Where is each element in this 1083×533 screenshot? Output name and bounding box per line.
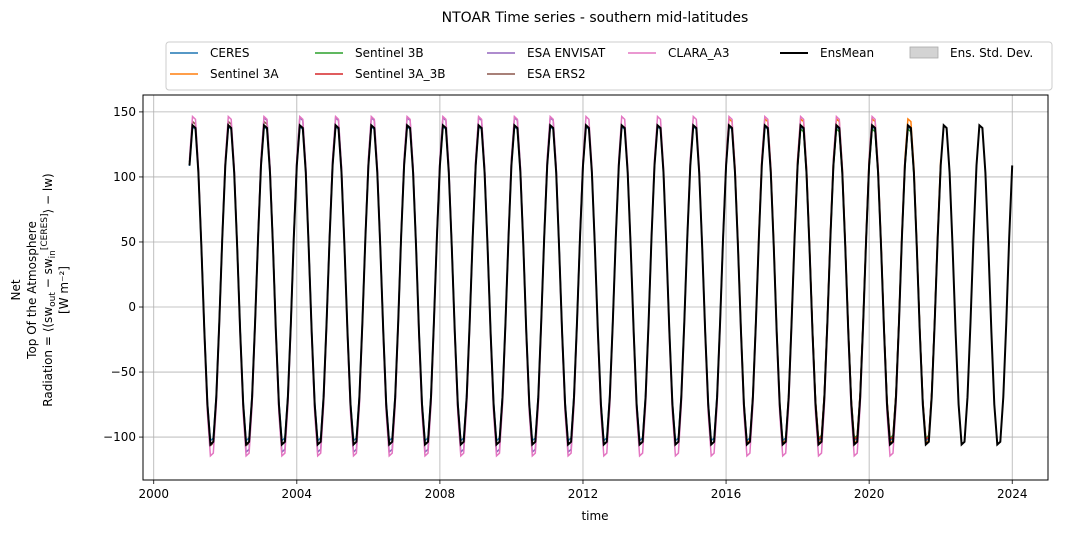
legend-label-ceres: CERES (210, 46, 250, 60)
x-tick-label: 2008 (425, 487, 456, 501)
ylabel-line-2: Top Of the Atmosphere (25, 221, 39, 360)
legend-label-sentinel-3a-3b: Sentinel 3A_3B (355, 67, 446, 81)
ticks: 2000 2004 2008 2012 2016 2020 2024 −100 −50 0 50 10… (103, 105, 1027, 501)
legend-label-clara-a3: CLARA_A3 (668, 46, 729, 60)
x-tick-label: 2016 (711, 487, 742, 501)
y-tick-label: −100 (103, 430, 136, 444)
chart-title: NTOAR Time series - southern mid-latitud… (442, 10, 749, 26)
x-tick-label: 2004 (282, 487, 313, 501)
legend-label-ens-std-dev: Ens. Std. Dev. (950, 46, 1033, 60)
y-tick-label: 0 (128, 300, 136, 314)
y-tick-label: 150 (113, 105, 136, 119)
legend-box (165, 41, 1053, 91)
x-tick-label: 2012 (568, 487, 599, 501)
series-lines (188, 114, 1014, 458)
ylabel-line-3: Radiation = ⟨(swout − swin[CERES]⟩ − lw) (40, 173, 58, 406)
y-tick-label: −50 (111, 365, 136, 379)
ylabel-line-3-text: Radiation = ⟨(sw (41, 307, 55, 407)
x-axis-label: time (581, 509, 608, 523)
legend-label-esa-ers2: ESA ERS2 (527, 67, 586, 81)
plot-frame (142, 94, 1049, 481)
legend: CERES Sentinel 3A Sentinel 3B Sentinel 3A_3… (165, 41, 1053, 91)
ylabel-line-4: [W m⁻²] (57, 266, 71, 314)
legend-label-esa-envisat: ESA ENVISAT (527, 46, 606, 60)
legend-label-ensmean: EnsMean (820, 46, 874, 60)
x-tick-label: 2000 (138, 487, 169, 501)
legend-swatch-ens-std-dev (909, 46, 939, 59)
series-line-ensmean (188, 123, 1014, 447)
x-tick-label: 2024 (997, 487, 1028, 501)
x-tick-label: 2020 (854, 487, 885, 501)
legend-label-sentinel-3a: Sentinel 3A (210, 67, 279, 81)
y-tick-label: 50 (121, 235, 136, 249)
y-tick-label: 100 (113, 170, 136, 184)
grid (143, 95, 1048, 480)
y-axis-label: Net Top Of the Atmosphere Radiation = ⟨(… (9, 173, 71, 406)
ylabel-line-1: Net (9, 279, 23, 300)
legend-label-sentinel-3b: Sentinel 3B (355, 46, 424, 60)
